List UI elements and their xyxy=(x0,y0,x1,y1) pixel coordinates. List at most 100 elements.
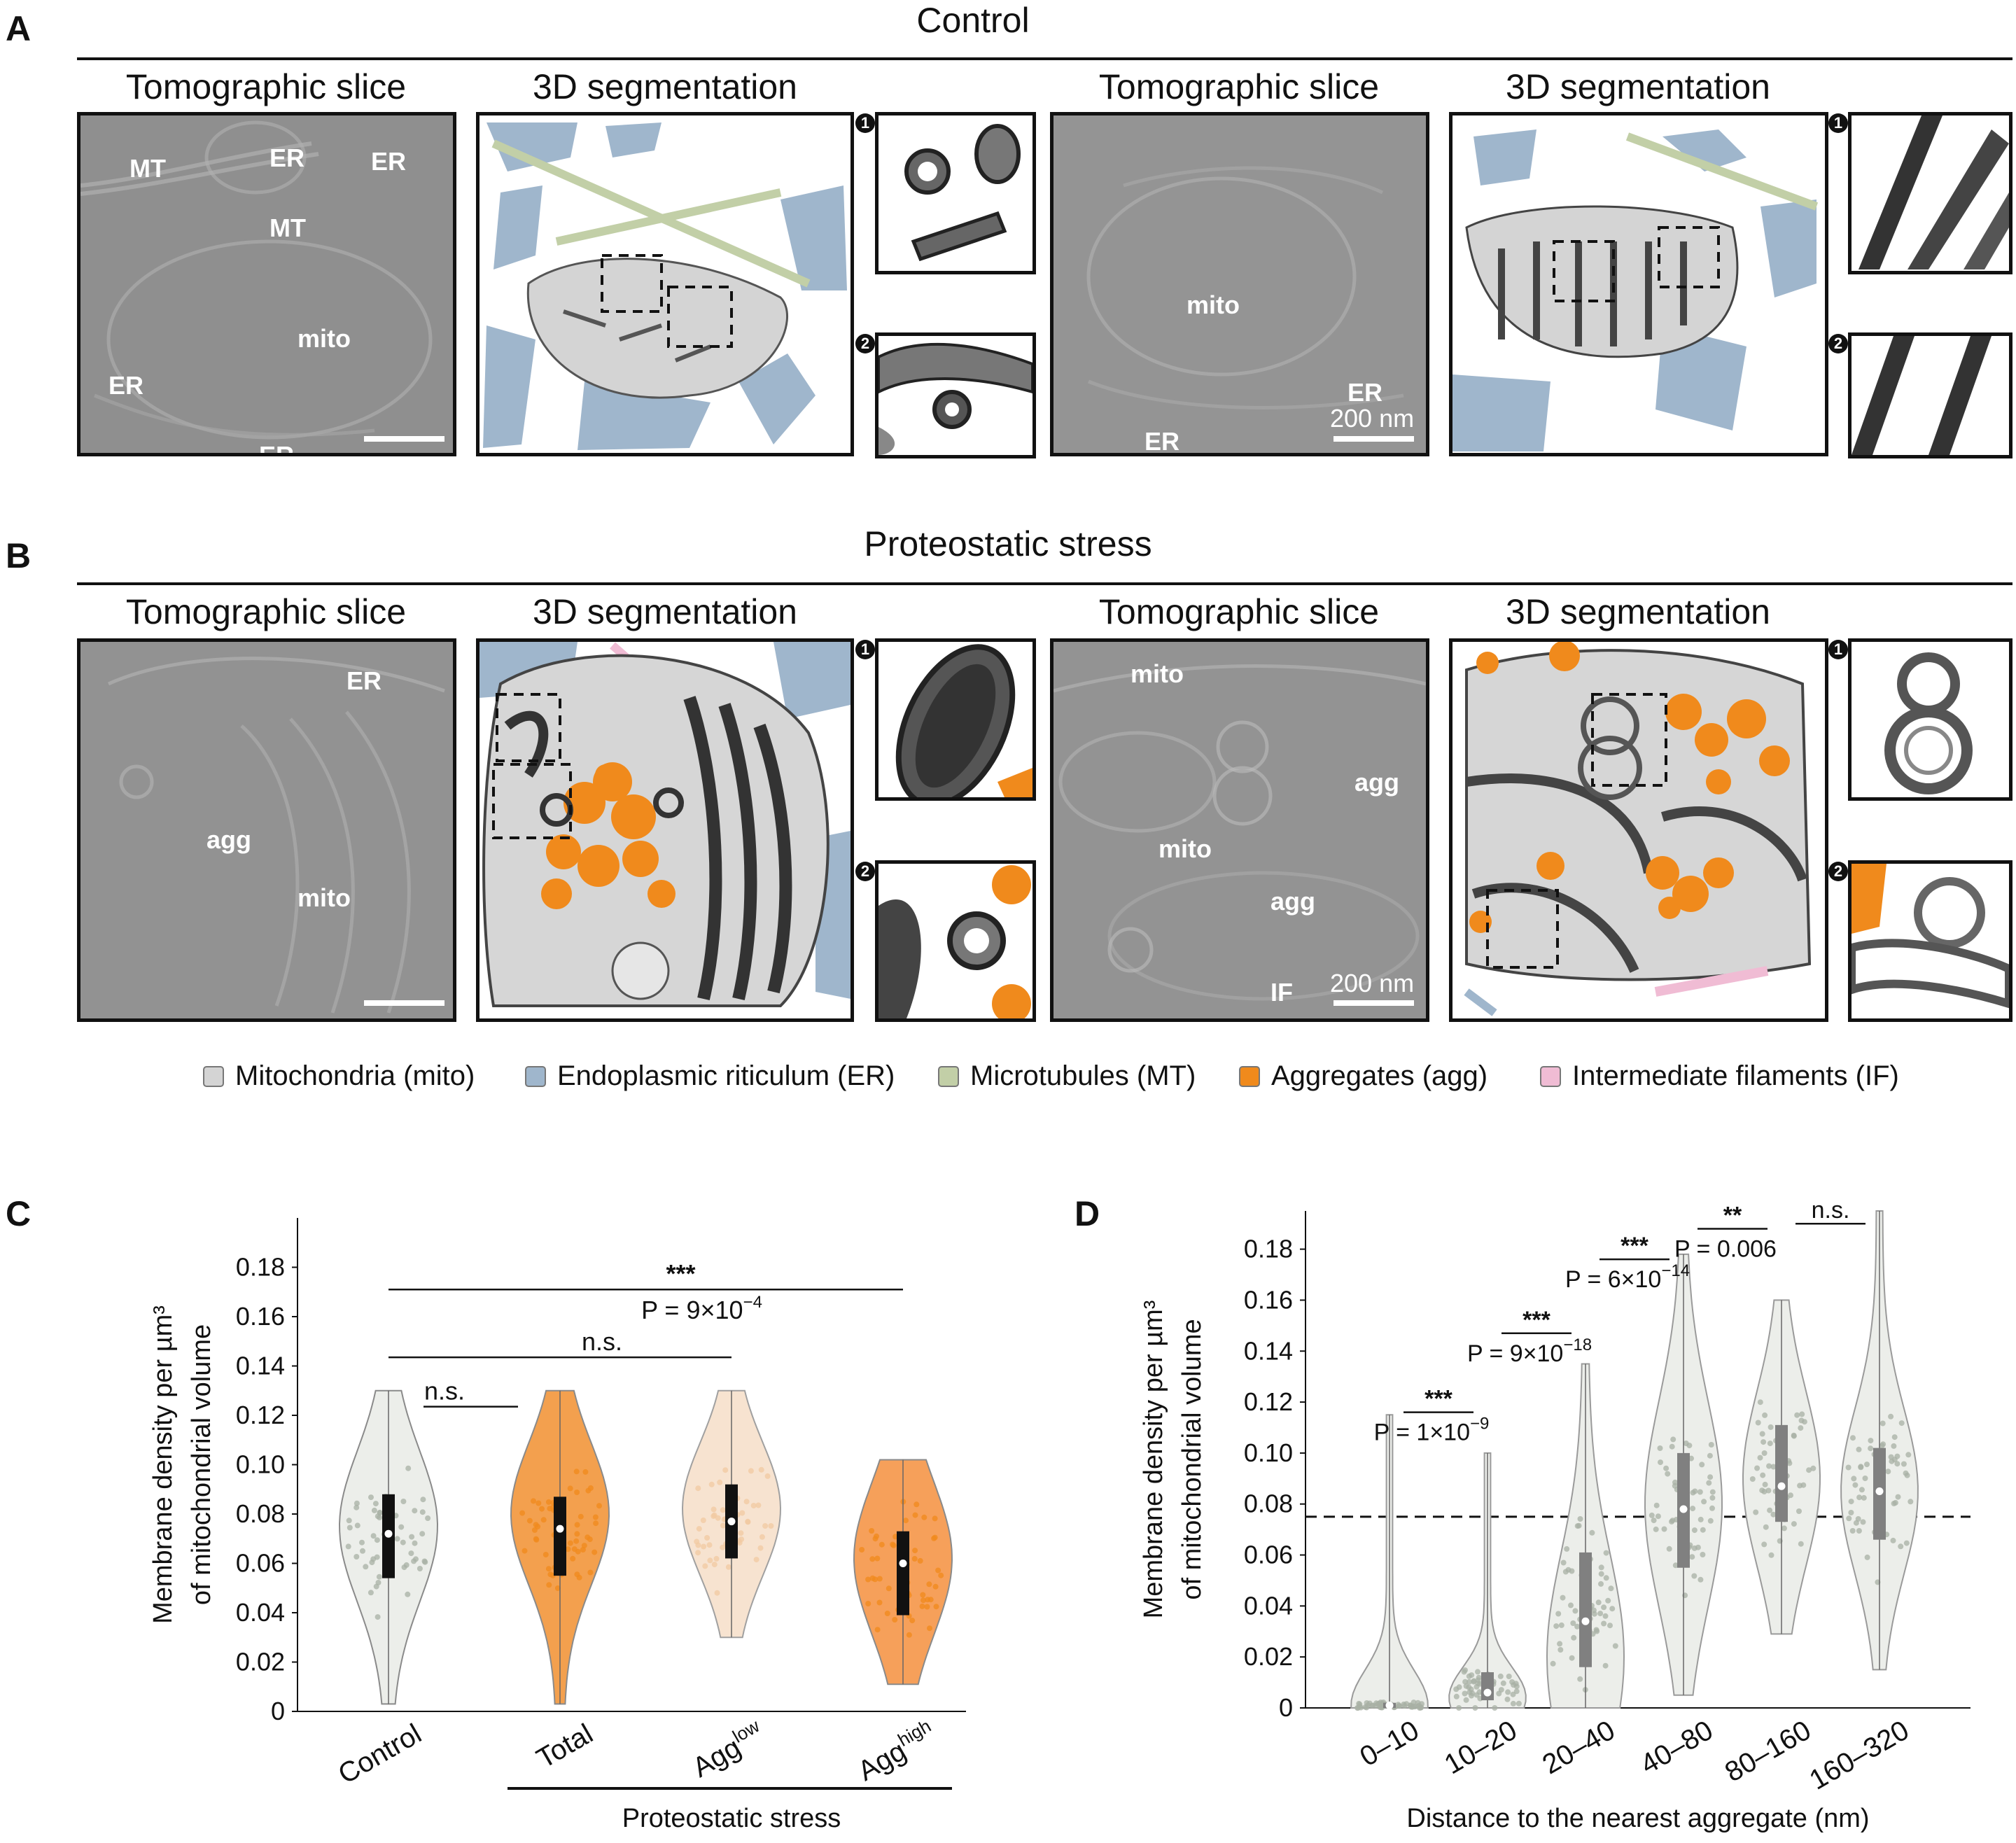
c-Control-dot xyxy=(370,1533,377,1539)
c-Agghigh-dot xyxy=(869,1528,875,1534)
d-160–320-dot xyxy=(1885,1469,1891,1475)
d-160–320-dot xyxy=(1864,1462,1870,1468)
d-160–320-dot xyxy=(1868,1445,1874,1452)
d-20–40-dot xyxy=(1570,1620,1576,1626)
d-annot-stars: n.s. xyxy=(1812,1197,1850,1224)
d-10–20-median xyxy=(1483,1688,1492,1697)
c-Agglow-dot xyxy=(695,1550,701,1556)
d-20–40-dot xyxy=(1591,1611,1597,1617)
c-Control-dot xyxy=(425,1515,431,1521)
c-y-tick-label: 0.06 xyxy=(236,1549,285,1578)
inset-number-a1-2: 2 xyxy=(855,334,875,353)
d-20–40-dot xyxy=(1564,1546,1570,1552)
c-Control-dot xyxy=(374,1614,381,1620)
tomo-b2-label-agg1: agg xyxy=(1354,768,1400,797)
d-80–160-dot xyxy=(1781,1525,1787,1532)
d-20–40-dot xyxy=(1603,1550,1609,1556)
c-Agglow-dot xyxy=(717,1479,723,1485)
d-80–160-dot xyxy=(1798,1541,1804,1547)
d-40–80-dot xyxy=(1709,1489,1716,1495)
c-Control-dot xyxy=(409,1534,415,1540)
d-20–40-dot xyxy=(1571,1634,1577,1641)
c-Total-dot xyxy=(567,1485,573,1492)
d-x-label: Distance to the nearest aggregate (nm) xyxy=(1406,1804,1869,1833)
d-80–160-median xyxy=(1777,1482,1786,1490)
d-20–40-dot xyxy=(1612,1643,1618,1649)
d-80–160-dot xyxy=(1762,1481,1768,1487)
d-40–80-dot xyxy=(1658,1459,1663,1466)
c-Agghigh-dot xyxy=(932,1515,938,1522)
c-Total-dot xyxy=(545,1566,552,1572)
c-Agghigh-dot xyxy=(911,1555,918,1562)
d-160–320-dot xyxy=(1891,1434,1898,1441)
d-x-tick-label: 40–80 xyxy=(1635,1715,1718,1781)
c-Agghigh-dot xyxy=(924,1604,930,1610)
c-Agglow-dot xyxy=(739,1510,746,1516)
c-Agglow-dot xyxy=(714,1590,720,1596)
d-80–160-dot xyxy=(1796,1508,1802,1514)
d-annot-p-sup: −18 xyxy=(1563,1336,1592,1354)
d-40–80-dot xyxy=(1709,1494,1716,1501)
c-Control-dot xyxy=(376,1574,382,1580)
c-Agghigh-dot xyxy=(933,1604,939,1610)
c-Agglow-dot xyxy=(725,1564,732,1570)
d-10–20-dot xyxy=(1500,1680,1506,1686)
d-10–20-dot xyxy=(1506,1674,1512,1679)
d-40–80-dot xyxy=(1651,1518,1657,1524)
c-Agglow-dot xyxy=(710,1506,717,1513)
d-annot-p-base: P = 0.006 xyxy=(1674,1235,1777,1262)
d-10–20-dot xyxy=(1513,1688,1520,1695)
d-80–160-dot xyxy=(1770,1464,1777,1470)
d-160–320-dot xyxy=(1855,1516,1861,1522)
d-20–40-dot xyxy=(1577,1516,1583,1522)
d-80–160-dot xyxy=(1767,1507,1773,1513)
tomo-a1-label-mito: mito xyxy=(298,324,351,353)
d-40–80-dot xyxy=(1700,1552,1706,1557)
d-20–40-dot xyxy=(1589,1529,1595,1536)
d-20–40-dot xyxy=(1597,1611,1604,1617)
legend-swatch-mito xyxy=(203,1065,224,1087)
inset-number-a2-1: 1 xyxy=(1828,113,1848,133)
inset-control-2a xyxy=(1848,112,2012,274)
c-Agghigh-dot xyxy=(874,1627,881,1633)
c-Agghigh-dot xyxy=(913,1501,920,1508)
c-Control-dot xyxy=(374,1554,380,1560)
c-Total-dot xyxy=(545,1499,552,1505)
d-20–40-dot xyxy=(1598,1571,1604,1577)
d-20–40-dot xyxy=(1555,1611,1562,1617)
d-40–80-dot xyxy=(1670,1436,1676,1443)
tomo-a1-label-er1: ER xyxy=(270,143,305,172)
d-80–160-dot xyxy=(1760,1439,1767,1445)
inset-number-b1-1: 1 xyxy=(855,640,875,659)
c-Total-dot xyxy=(533,1522,539,1528)
c-Control-dot xyxy=(354,1522,360,1529)
d-y-label: Membrane density per µm³ xyxy=(1139,1301,1168,1619)
d-0–10-dot xyxy=(1415,1703,1421,1709)
legend-item-mt: Microtubules (MT) xyxy=(938,1060,1196,1092)
d-20–40-dot xyxy=(1553,1623,1560,1630)
d-10–20-dot xyxy=(1469,1693,1474,1699)
d-160–320-dot xyxy=(1861,1494,1867,1501)
c-Control-dot xyxy=(416,1566,423,1571)
d-40–80-median xyxy=(1679,1505,1688,1513)
panel-a-rule xyxy=(77,57,2012,60)
c-group-label: Proteostatic stress xyxy=(622,1804,841,1833)
d-160–320-dot xyxy=(1852,1482,1858,1488)
c-Agghigh-dot xyxy=(926,1581,932,1588)
d-10–20-dot xyxy=(1510,1700,1516,1707)
d-20–40-median xyxy=(1581,1617,1590,1625)
c-Agghigh-dot xyxy=(935,1567,941,1574)
d-40–80-dot xyxy=(1698,1516,1704,1522)
c-Agglow-dot xyxy=(707,1557,713,1564)
c-Agglow-dot xyxy=(711,1512,718,1518)
d-80–160-dot xyxy=(1755,1420,1761,1426)
d-80–160-dot xyxy=(1806,1467,1812,1473)
d-x-tick-label: 10–20 xyxy=(1439,1715,1522,1781)
panel-a-title: Control xyxy=(916,1,1030,40)
d-40–80-dot xyxy=(1669,1443,1675,1450)
d-160–320-dot xyxy=(1868,1438,1874,1444)
d-10–20-dot xyxy=(1463,1683,1469,1689)
segmentation-stress-2 xyxy=(1449,638,1828,1022)
c-Agglow-dot xyxy=(762,1523,769,1529)
d-40–80-dot xyxy=(1665,1471,1671,1477)
